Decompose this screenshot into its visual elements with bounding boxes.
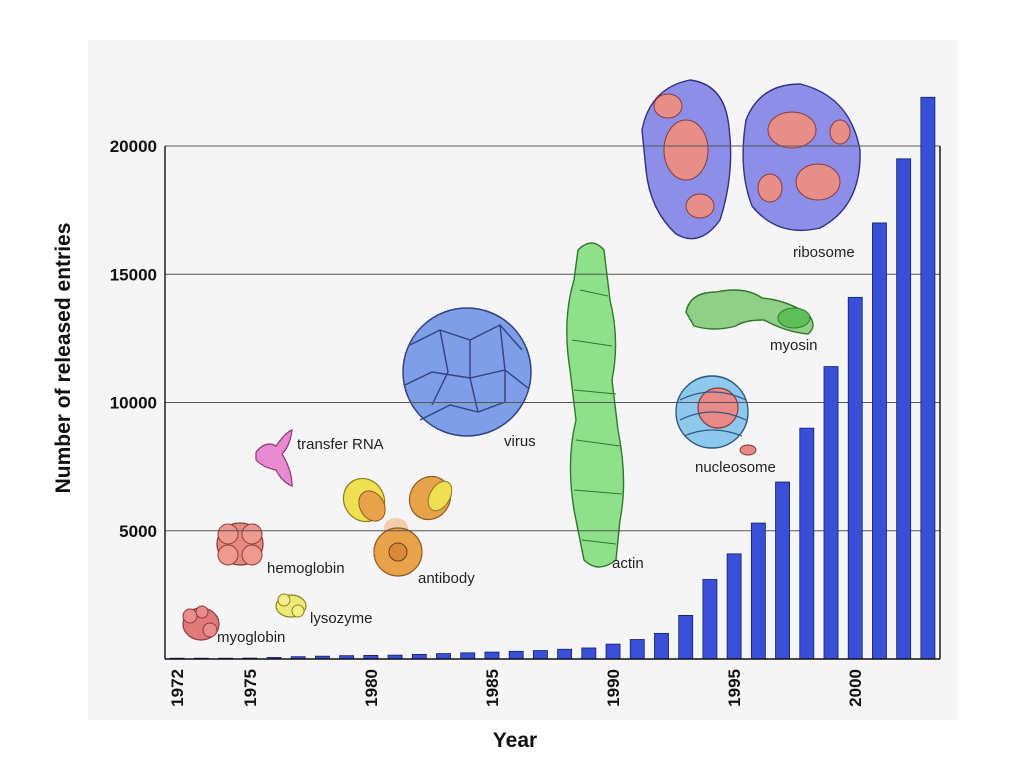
antibody-illustration — [342, 475, 453, 577]
molecule-labels: myoglobin lysozyme hemoglobin transfer R… — [217, 244, 855, 646]
myosin-illustration — [685, 289, 814, 335]
bar-1998 — [799, 427, 815, 660]
label-lysozyme: lysozyme — [310, 610, 373, 627]
axes — [164, 146, 941, 660]
y-tick-label: 10000 — [110, 394, 157, 413]
lysozyme-illustration — [275, 593, 307, 618]
bar-1991 — [629, 639, 645, 660]
label-nucleosome: nucleosome — [695, 459, 776, 476]
x-tick-label: 1972 — [168, 669, 187, 707]
bar-1999 — [823, 366, 839, 660]
label-hemoglobin: hemoglobin — [267, 560, 345, 577]
x-tick-label: 2000 — [846, 669, 865, 707]
bar-1989 — [581, 647, 597, 660]
x-tick-labels: 1972 1975 1980 1985 1990 1995 2000 — [168, 669, 865, 707]
label-transfer-rna: transfer RNA — [297, 436, 384, 453]
actin-illustration — [566, 242, 625, 568]
x-tick-label: 1995 — [725, 669, 744, 707]
bar-1996 — [750, 522, 766, 660]
x-axis-label: Year — [493, 729, 537, 752]
myoglobin-illustration — [182, 605, 220, 641]
bar-1995 — [726, 553, 742, 660]
bar-1993 — [678, 614, 694, 660]
bar-1986 — [508, 650, 524, 660]
bar-1988 — [557, 648, 573, 660]
hemoglobin-illustration — [216, 522, 264, 566]
bar-2001 — [872, 222, 887, 660]
x-tick-label: 1975 — [241, 669, 260, 707]
bar-2003 — [920, 96, 936, 660]
molecule-illustrations — [182, 79, 861, 641]
y-tick-label: 5000 — [119, 522, 157, 541]
bar-1994 — [702, 579, 718, 660]
bar-1984 — [460, 652, 476, 660]
bar-1997 — [775, 481, 791, 660]
label-antibody: antibody — [418, 570, 475, 587]
label-actin: actin — [612, 555, 644, 572]
label-virus: virus — [504, 433, 536, 450]
nucleosome-illustration — [675, 375, 757, 456]
label-myoglobin: myoglobin — [217, 629, 285, 646]
y-tick-label: 20000 — [110, 137, 157, 156]
y-axis-label: Number of released entries — [52, 223, 75, 494]
bar-1985 — [484, 651, 500, 660]
bar-2002 — [896, 158, 912, 660]
x-tick-label: 1985 — [483, 669, 502, 707]
x-tick-label: 1980 — [362, 669, 381, 707]
virus-illustration — [402, 307, 532, 437]
label-myosin: myosin — [770, 337, 818, 354]
bar-1990 — [605, 643, 621, 660]
bar-1983 — [436, 653, 451, 660]
bar-1992 — [654, 632, 669, 660]
bar-1987 — [532, 650, 548, 660]
ribosome-illustration — [641, 79, 861, 240]
x-tick-label: 1990 — [604, 669, 623, 707]
bar-2000 — [847, 296, 863, 660]
y-tick-label: 15000 — [110, 265, 157, 284]
label-ribosome: ribosome — [793, 244, 855, 261]
y-tick-labels: 5000 10000 15000 20000 — [110, 137, 157, 541]
transfer-rna-illustration — [255, 429, 293, 487]
